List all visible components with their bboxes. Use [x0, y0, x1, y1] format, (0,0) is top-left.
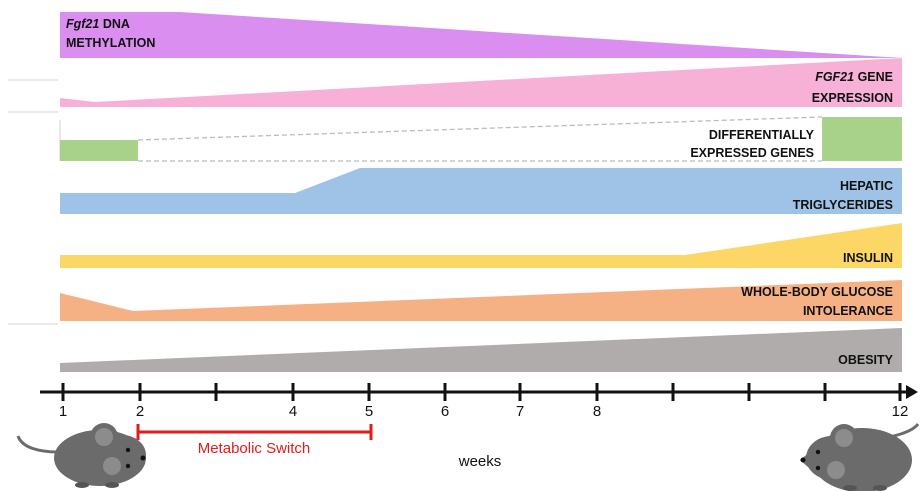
- tick-label-2: 2: [136, 403, 144, 420]
- methylation-label-line2: METHYLATION: [66, 36, 155, 50]
- metabolic-switch-bracket: Metabolic Switch: [136, 424, 373, 457]
- triglycerides-label-line1: HEPATIC: [840, 179, 893, 193]
- tick-label-1: 1: [59, 403, 67, 420]
- degs-block-early: [60, 140, 138, 161]
- degs-dashed-top: [137, 116, 823, 141]
- band-degs: DIFFERENTIALLY EXPRESSED GENES: [59, 116, 902, 162]
- glucose-label-line2: INTOLERANCE: [803, 304, 893, 318]
- glucose-label-line1: WHOLE-BODY GLUCOSE: [741, 285, 893, 299]
- obesity-shape: [60, 328, 902, 372]
- mouse-obese-icon: [800, 422, 920, 491]
- tick-label-8: 8: [593, 403, 601, 420]
- expression-label-rest: GENE: [854, 70, 893, 84]
- tick-label-6: 6: [441, 403, 449, 420]
- degs-label-line1: DIFFERENTIALLY: [709, 128, 815, 142]
- axis-title-weeks: weeks: [458, 453, 502, 470]
- band-obesity: OBESITY: [60, 328, 902, 372]
- mouse-lean-icon: [16, 423, 146, 488]
- degs-label-line2: EXPRESSED GENES: [690, 146, 814, 160]
- tick-label-12: 12: [892, 403, 909, 420]
- band-methylation: Fgf21 DNA METHYLATION: [60, 12, 902, 58]
- tick-label-5: 5: [365, 403, 373, 420]
- triglycerides-shape: [60, 168, 902, 214]
- insulin-shape: [60, 223, 902, 268]
- methylation-label-rest: DNA: [99, 17, 130, 31]
- band-insulin: INSULIN: [60, 223, 902, 268]
- insulin-label-line1: INSULIN: [843, 251, 893, 265]
- obesity-label-line1: OBESITY: [838, 353, 894, 367]
- expression-label-line1: FGF21 GENE: [815, 70, 893, 84]
- expression-label-italic: FGF21: [815, 70, 854, 84]
- expression-shape: [60, 58, 902, 107]
- methylation-label-italic: Fgf21: [66, 17, 99, 31]
- methylation-label-line1: Fgf21 DNA: [66, 17, 130, 31]
- band-triglycerides: HEPATIC TRIGLYCERIDES: [60, 168, 902, 214]
- expression-label-line2: EXPRESSION: [812, 91, 893, 105]
- methylation-shape: [60, 12, 902, 58]
- metabolic-switch-label: Metabolic Switch: [198, 440, 311, 457]
- band-expression: FGF21 GENE EXPRESSION: [60, 58, 902, 107]
- band-glucose: WHOLE-BODY GLUCOSE INTOLERANCE: [60, 280, 902, 321]
- glucose-shape: [60, 280, 902, 321]
- tick-label-7: 7: [516, 403, 524, 420]
- degs-block-late: [822, 117, 902, 161]
- tick-label-4: 4: [289, 403, 297, 420]
- axis-arrow-icon: [906, 385, 918, 399]
- triglycerides-label-line2: TRIGLYCERIDES: [793, 198, 893, 212]
- timeline-axis: 1 2 4 5 6 7 8 12: [40, 383, 918, 420]
